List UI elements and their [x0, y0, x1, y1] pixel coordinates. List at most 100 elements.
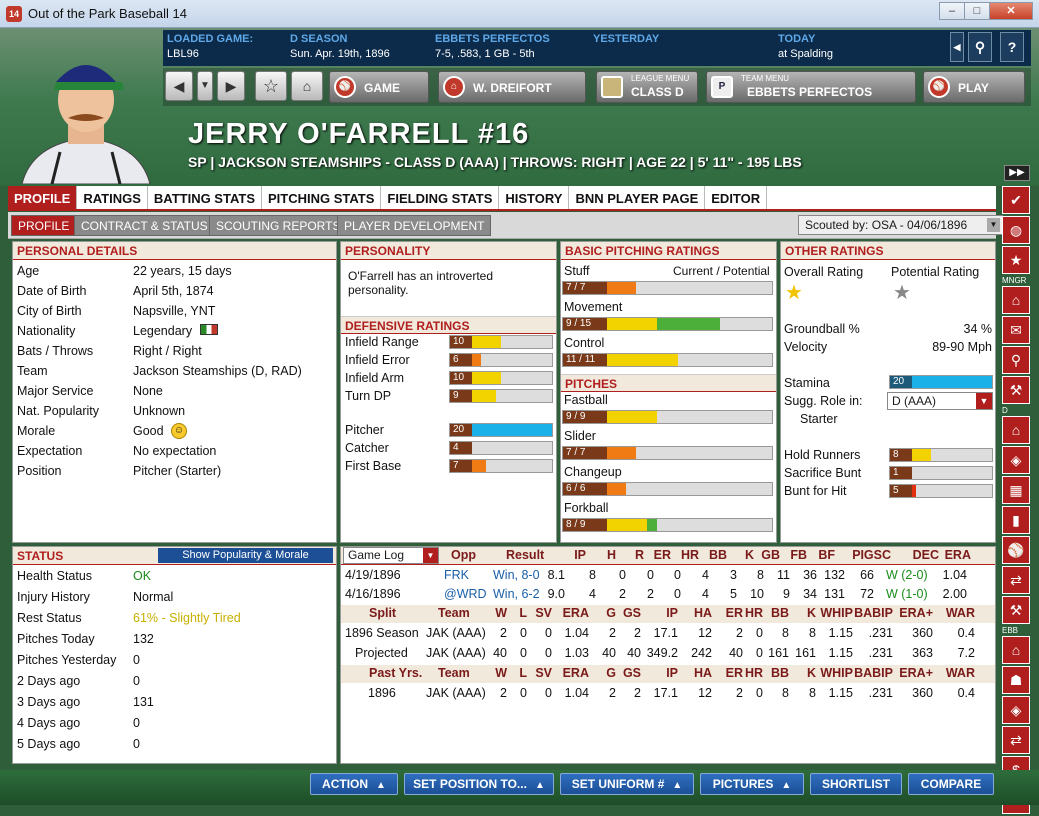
pictures-label: PICTURES — [712, 777, 774, 791]
favorite-star-icon[interactable]: ☆ — [255, 71, 287, 101]
transfer-icon[interactable]: ⇄ — [1002, 566, 1030, 594]
transfer-icon[interactable]: ⇄ — [1002, 726, 1030, 754]
role-value: Starter — [800, 412, 838, 426]
diamond-icon[interactable]: ◈ — [1002, 696, 1030, 724]
stats-cell: .231 — [868, 626, 893, 640]
home-icon[interactable]: ⌂ — [1002, 636, 1030, 664]
tab-editor[interactable]: EDITOR — [705, 186, 768, 209]
loaded-game-label: LOADED GAME: — [167, 33, 254, 45]
league-menu-button[interactable]: LEAGUE MENU CLASS D — [596, 71, 698, 103]
status-label: Pitches Yesterday — [17, 653, 117, 667]
close-button[interactable]: ✕ — [989, 2, 1033, 20]
stamina-value: 20 — [890, 376, 912, 388]
subtab-scouting-reports[interactable]: SCOUTING REPORTS — [209, 215, 348, 236]
set-position-button[interactable]: SET POSITION TO... ▲ — [404, 773, 554, 795]
show-popularity-morale-button[interactable]: Show Popularity & Morale — [158, 548, 333, 563]
shortlist-label: SHORTLIST — [822, 777, 890, 791]
loaded-game-value: LBL96 — [167, 48, 199, 60]
tab-ratings[interactable]: RATINGS — [77, 186, 148, 209]
expand-icon[interactable]: ▶▶ — [1004, 165, 1030, 181]
gamelog-header-cell: IP — [574, 548, 586, 562]
subtab-contract-status[interactable]: CONTRACT & STATUS — [74, 215, 215, 236]
forward-button[interactable]: ▶ — [217, 71, 245, 101]
yesterday-label: YESTERDAY — [593, 33, 660, 45]
stats-header-cell: L — [519, 666, 527, 680]
gamelog-header-cell: BF — [818, 548, 835, 562]
tab-pitching-stats[interactable]: PITCHING STATS — [262, 186, 382, 209]
gamelog-cell[interactable]: FRK — [444, 568, 469, 582]
role-select[interactable]: D (AAA) ▼ — [887, 392, 993, 410]
star-icon[interactable]: ★ — [1002, 246, 1030, 274]
mail-icon[interactable]: ✉ — [1002, 316, 1030, 344]
gamelog-cell: 4 — [702, 587, 709, 601]
action-button[interactable]: ACTION ▲ — [310, 773, 398, 795]
compare-button[interactable]: COMPARE — [908, 773, 994, 795]
player-icon[interactable]: ☗ — [1002, 666, 1030, 694]
set-uniform-button[interactable]: SET UNIFORM # ▲ — [560, 773, 694, 795]
team-menu-button[interactable]: P TEAM MENU EBBETS PERFECTOS — [706, 71, 916, 103]
tab-profile[interactable]: PROFILE — [8, 186, 78, 209]
search-icon[interactable]: ⚲ — [1002, 346, 1030, 374]
maximize-button[interactable]: □ — [964, 2, 990, 20]
team-label[interactable]: EBBETS PERFECTOS — [435, 33, 550, 45]
gamelog-cell: 131 — [824, 587, 845, 601]
scouted-by-select[interactable]: Scouted by: OSA - 04/06/1896 ▼ — [798, 215, 1003, 235]
defensive-label: Catcher — [345, 441, 389, 455]
stats-cell: JAK (AAA) — [426, 626, 486, 640]
detail-value: No expectation — [133, 444, 217, 458]
rating-value: 10 — [450, 372, 472, 384]
bar-chart-icon[interactable]: ▮ — [1002, 506, 1030, 534]
help-icon[interactable]: ? — [1000, 32, 1024, 62]
wrench-icon[interactable]: ⚒ — [1002, 596, 1030, 624]
rating-value: 11 / 11 — [563, 354, 607, 366]
league-menu-small-label: LEAGUE MENU — [631, 74, 690, 83]
team-info[interactable]: EBBETS PERFECTOS 7-5, .583, 1 GB - 5th — [435, 33, 550, 60]
calendar-icon[interactable]: ▦ — [1002, 476, 1030, 504]
manager-button[interactable]: ⌂ W. DREIFORT — [438, 71, 586, 103]
rating-value: 8 — [890, 449, 912, 461]
detail-value: Right / Right — [133, 344, 202, 358]
status-value: 0 — [133, 653, 140, 667]
gamelog-select[interactable]: Game Log ▼ — [343, 547, 439, 564]
tab-batting-stats[interactable]: BATTING STATS — [148, 186, 262, 209]
gamelog-cell[interactable]: @WRD — [444, 587, 487, 601]
sidebar-label-ebb: EBB — [1002, 626, 1019, 635]
tab-fielding-stats[interactable]: FIELDING STATS — [381, 186, 500, 209]
play-button[interactable]: ⚾ PLAY — [923, 71, 1025, 103]
search-icon[interactable]: ⚲ — [968, 32, 992, 62]
info-bar: LOADED GAME: LBL96 D SEASON Sun. Apr. 19… — [163, 30, 1031, 66]
bottom-action-bar: ACTION ▲ SET POSITION TO... ▲ SET UNIFORM … — [0, 770, 1039, 805]
wrench-icon[interactable]: ⚒ — [1002, 376, 1030, 404]
back-button[interactable]: ◀ — [165, 71, 193, 101]
baseball-icon[interactable]: ⚾ — [1002, 536, 1030, 564]
game-button[interactable]: ⚾ GAME — [329, 71, 429, 103]
gamelog-cell[interactable]: Win, 8-0 — [493, 568, 540, 582]
chevron-down-icon: ▼ — [976, 393, 992, 409]
shortlist-button[interactable]: SHORTLIST — [810, 773, 902, 795]
pictures-button[interactable]: PICTURES ▲ — [700, 773, 804, 795]
tab-bnn-player-page[interactable]: BNN PLAYER PAGE — [569, 186, 706, 209]
rating-value: 6 / 6 — [563, 483, 607, 495]
history-dropdown-button[interactable]: ▼ — [197, 71, 213, 101]
detail-label: Position — [17, 464, 62, 478]
today-value: at Spalding — [778, 48, 834, 60]
rating-bar: 10 — [449, 335, 553, 349]
home-icon[interactable]: ⌂ — [291, 71, 323, 101]
diamond-icon[interactable]: ◈ — [1002, 446, 1030, 474]
minimize-button[interactable]: – — [939, 2, 965, 20]
personal-details-panel: PERSONAL DETAILS Age 22 years, 15 days Dat… — [12, 241, 337, 543]
gamelog-cell[interactable]: Win, 6-2 — [493, 587, 540, 601]
globe-icon[interactable]: ◍ — [1002, 216, 1030, 244]
stats-header-cell: Split — [369, 606, 397, 620]
checkmark-icon[interactable]: ✔ — [1002, 186, 1030, 214]
stats-header-cell: WAR — [945, 606, 975, 620]
status-label: 3 Days ago — [17, 695, 81, 709]
collapse-arrows-icon[interactable]: ◀ — [950, 32, 964, 62]
rating-value: 4 — [450, 442, 472, 454]
home-icon[interactable]: ⌂ — [1002, 416, 1030, 444]
subtab-profile[interactable]: PROFILE — [11, 215, 77, 236]
stats-header-cell: SV — [535, 666, 552, 680]
tab-history[interactable]: HISTORY — [499, 186, 570, 209]
subtab-player-development[interactable]: PLAYER DEVELOPMENT — [337, 215, 492, 236]
home-icon[interactable]: ⌂ — [1002, 286, 1030, 314]
